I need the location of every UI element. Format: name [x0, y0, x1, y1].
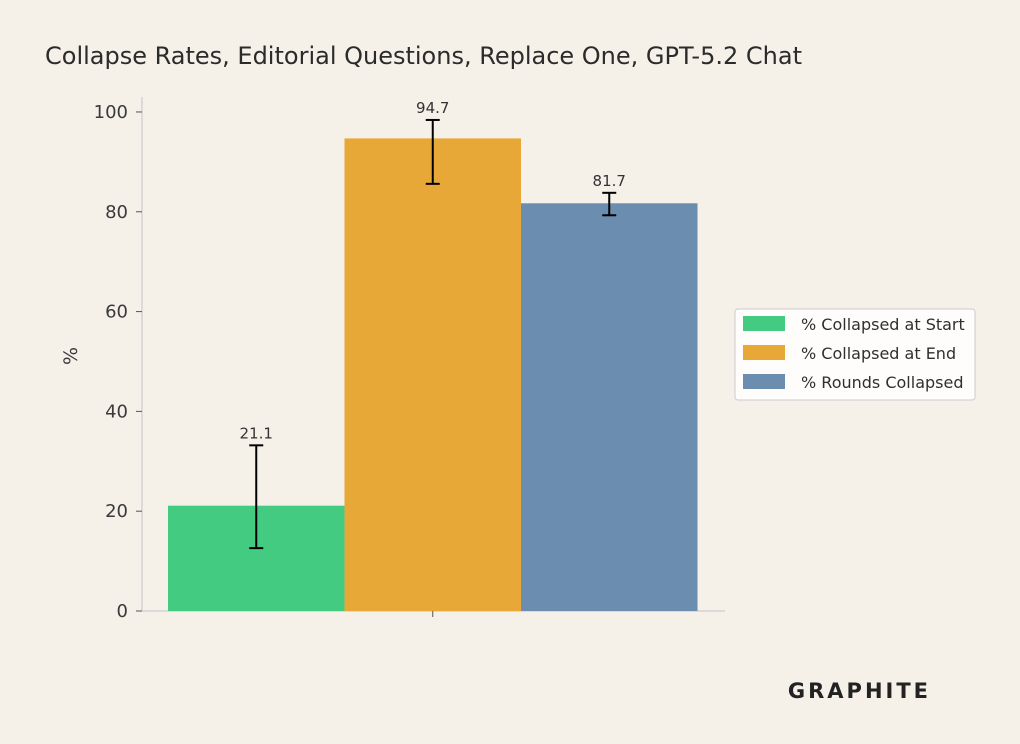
- y-tick-label: 40: [105, 401, 128, 422]
- legend-box: [734, 308, 976, 401]
- legend-swatch-1: [743, 316, 785, 331]
- bar-2: [344, 138, 521, 611]
- data-label-1: 21.1: [240, 424, 273, 442]
- y-tick-label: 100: [94, 102, 128, 123]
- y-tick-label: 0: [117, 601, 128, 622]
- y-tick-label: 20: [105, 501, 128, 522]
- legend-swatch-2: [743, 345, 785, 360]
- legend-label-2: % Collapsed at End: [801, 344, 956, 363]
- graphite-logo: GRAPHITE: [788, 679, 931, 703]
- data-label-2: 94.7: [416, 99, 449, 117]
- y-tick-label: 60: [105, 302, 128, 323]
- legend-swatch-3: [743, 374, 785, 389]
- bar-3: [521, 203, 698, 611]
- y-axis-label: %: [60, 347, 82, 365]
- legend: % Collapsed at Start % Collapsed at End % …: [734, 308, 976, 401]
- data-label-3: 81.7: [593, 172, 626, 190]
- chart-title: Collapse Rates, Editorial Questions, Rep…: [45, 42, 802, 70]
- legend-label-1: % Collapsed at Start: [801, 315, 965, 334]
- plot-area: 0 20 40 60 80 100 21.1 94.7 81.7: [94, 97, 725, 622]
- legend-label-3: % Rounds Collapsed: [801, 373, 963, 392]
- y-tick-label: 80: [105, 202, 128, 223]
